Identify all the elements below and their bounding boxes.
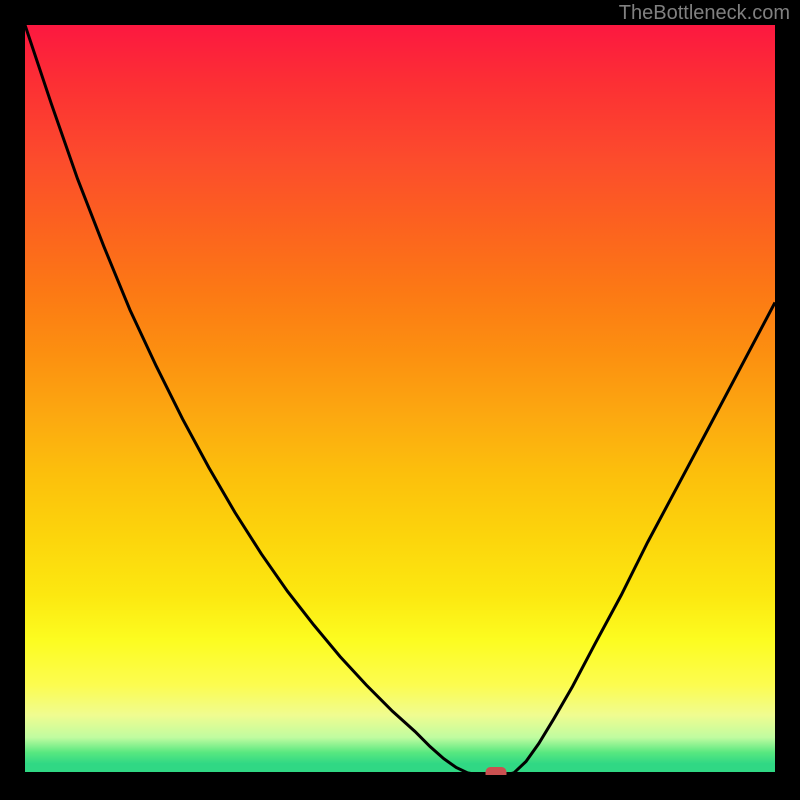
- chart-plot-area: [25, 25, 775, 775]
- chart-marker: [486, 767, 507, 775]
- chart-svg: [25, 25, 775, 775]
- chart-curve: [25, 25, 775, 775]
- watermark-text: TheBottleneck.com: [619, 2, 790, 25]
